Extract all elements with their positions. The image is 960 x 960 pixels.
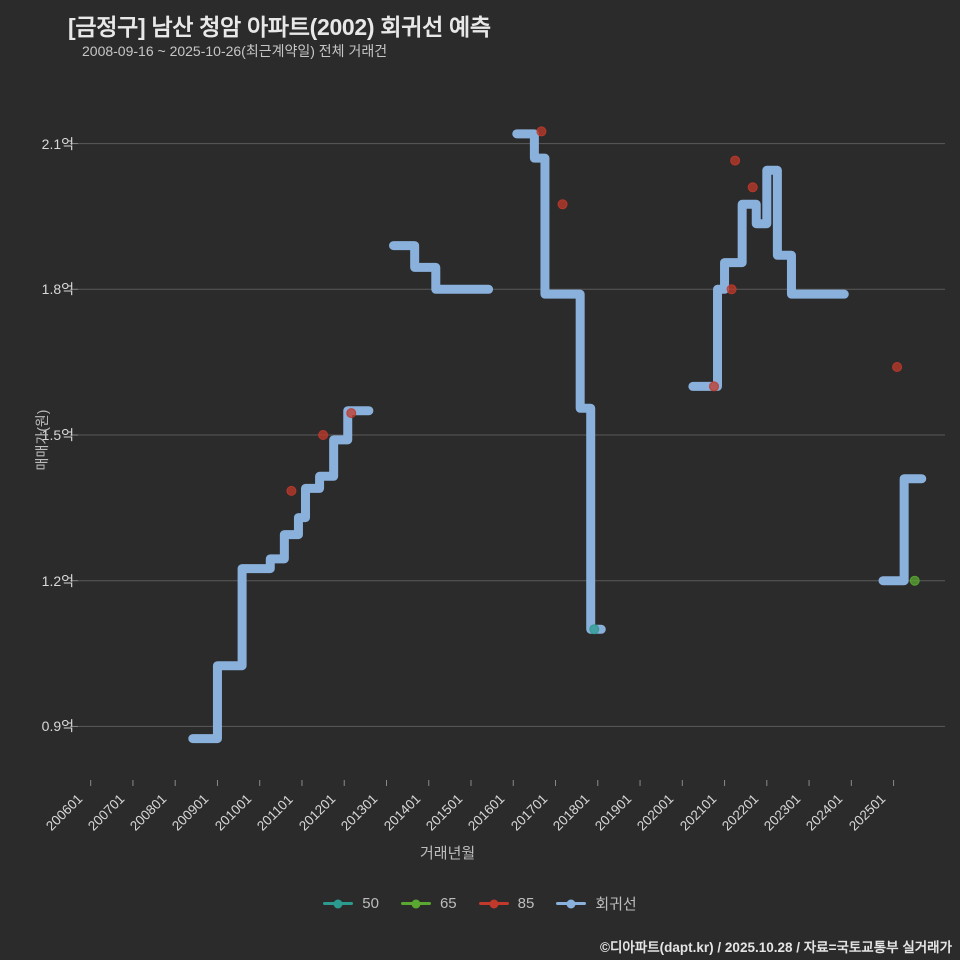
x-tick-label: 201001: [211, 791, 255, 834]
legend-marker-icon: [411, 899, 421, 908]
legend-marker-icon: [489, 899, 499, 908]
x-tick-label: 200901: [169, 791, 212, 834]
data-point-85: [726, 284, 737, 295]
legend-swatch-icon: [400, 899, 431, 908]
legend-label: 65: [439, 895, 457, 912]
chart-subtitle: 2008-09-16 ~ 2025-10-26(최근계약일) 전체 거래건: [82, 43, 388, 59]
x-tick-label: 201401: [380, 791, 424, 834]
page-title: [금정구] 남산 청암 아파트(2002) 회귀선 예측: [68, 14, 491, 40]
legend-item-회귀선[interactable]: 회귀선: [556, 893, 637, 914]
x-tick-label: 201701: [507, 791, 550, 834]
x-tick-label: 202501: [845, 791, 889, 834]
legend-swatch-icon: [478, 899, 509, 908]
y-tick-label: 1.8억: [41, 281, 74, 298]
data-point-85: [318, 430, 329, 440]
x-tick-label: 202101: [676, 791, 720, 834]
legend-label: 회귀선: [595, 896, 637, 913]
data-point-50: [589, 624, 600, 635]
x-tick-label: 202201: [718, 791, 762, 834]
x-tick-label: 201501: [423, 791, 466, 834]
chart-legend: 50 65 85 회귀선: [0, 893, 960, 914]
x-tick-label: 201801: [549, 791, 593, 834]
x-tick-label: 202001: [634, 791, 677, 834]
y-tick-label: 1.5억: [41, 427, 74, 443]
data-point-85: [708, 381, 719, 392]
regression-line: [512, 129, 606, 634]
legend-item-65[interactable]: 65: [400, 895, 457, 912]
data-point-85: [536, 126, 547, 137]
legend-label: 85: [517, 895, 535, 912]
x-tick-label: 201201: [296, 791, 339, 834]
data-point-85: [892, 362, 903, 372]
legend-label: 50: [362, 895, 379, 912]
x-tick-label: 202301: [761, 791, 804, 834]
regression-line: [188, 406, 374, 744]
y-axis-ticks: 0.9억 1.2억 1.5억 1.8억 2.1억: [0, 0, 74, 960]
data-point-85: [747, 182, 758, 193]
legend-marker-icon: [333, 899, 343, 908]
x-tick-label: 201301: [338, 791, 381, 834]
regression-line: [878, 474, 927, 586]
footer-credit: ©디아파트(dapt.kr) / 2025.10.28 / 자료=국토교통부 실…: [600, 940, 952, 955]
legend-item-50[interactable]: 50: [323, 895, 379, 912]
x-tick-label: 200801: [127, 791, 170, 834]
y-tick-label: 2.1억: [41, 135, 74, 152]
x-tick-label: 201601: [465, 791, 508, 834]
legend-item-85[interactable]: 85: [478, 895, 535, 912]
x-tick-label: 201901: [592, 791, 635, 834]
data-point-85: [346, 408, 357, 419]
regression-line: [688, 165, 849, 391]
x-tick-label: 200601: [42, 791, 86, 834]
x-axis-title: 거래년월: [420, 845, 476, 862]
y-axis-title: 매매가(원): [34, 409, 50, 471]
x-tick-label: 202401: [803, 791, 846, 834]
data-point-85: [730, 155, 741, 166]
x-tick-label: 200701: [84, 791, 128, 834]
y-tick-label: 1.2억: [41, 572, 74, 589]
legend-marker-icon: [566, 899, 576, 908]
legend-swatch-icon: [556, 899, 587, 908]
legend-swatch-icon: [323, 899, 354, 908]
x-tick-label: 201101: [253, 791, 296, 834]
data-point-85: [286, 485, 297, 496]
y-tick-label: 0.9억: [41, 718, 74, 735]
data-point-65: [909, 575, 920, 586]
regression-line: [389, 241, 494, 294]
data-point-85: [557, 199, 568, 210]
